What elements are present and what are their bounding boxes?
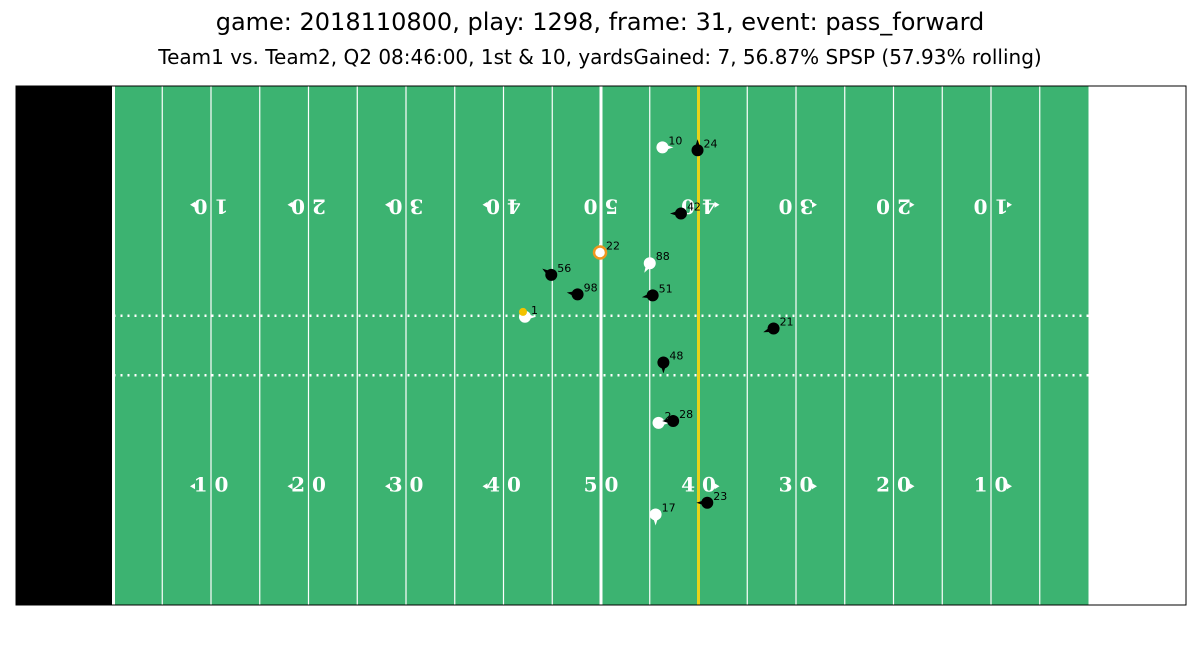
player-marker: [657, 356, 670, 369]
yard-number: 4 0: [486, 194, 521, 218]
yard-arrow: [812, 483, 817, 490]
player-label: 98: [584, 281, 598, 294]
player-label: 28: [679, 408, 693, 421]
yard-number: 1 0: [194, 194, 229, 218]
player-label: 48: [669, 350, 683, 363]
player-label: 23: [713, 490, 727, 503]
player-marker: [643, 257, 656, 270]
yard-arrow: [714, 201, 720, 208]
yard-number: 1 0: [974, 194, 1009, 218]
yard-number: 2 0: [876, 194, 911, 218]
yard-arrow: [287, 201, 293, 208]
yard-arrow: [909, 483, 915, 490]
player-label: 42: [687, 201, 701, 214]
end-zone-left: [16, 86, 114, 605]
player-marker: [674, 207, 687, 220]
player-label: 22: [606, 240, 620, 253]
yard-number: 2 0: [876, 473, 911, 497]
player-label: 56: [557, 262, 571, 275]
player-marker: [691, 144, 704, 157]
yard-arrow: [385, 483, 390, 490]
player-label: 51: [659, 282, 673, 295]
yard-arrow: [287, 483, 293, 490]
player-label: 10: [668, 134, 682, 147]
player-marker: [545, 268, 558, 281]
player-label: 2: [665, 410, 672, 423]
yard-arrow: [1007, 201, 1012, 208]
yard-number: 3 0: [779, 194, 814, 218]
player-marker: [656, 141, 669, 154]
player-marker: [701, 496, 714, 509]
player-marker: [649, 508, 662, 521]
yard-number: 1 0: [194, 473, 229, 497]
yard-arrow: [812, 201, 817, 208]
yard-number: 3 0: [389, 473, 424, 497]
player-marker: [652, 416, 665, 429]
yard-arrow: [482, 483, 488, 490]
yard-arrow: [482, 201, 488, 208]
player-label: 17: [662, 501, 676, 514]
yard-number: 3 0: [389, 194, 424, 218]
yard-number: 4 0: [486, 473, 521, 497]
yard-number: 2 0: [291, 473, 326, 497]
plot-frame: [15, 85, 1187, 606]
yard-arrow: [909, 201, 915, 208]
player-label: 1: [531, 304, 538, 317]
yard-number: 5 0: [584, 473, 619, 497]
yard-arrow: [385, 201, 390, 208]
player-label: 88: [656, 250, 670, 263]
chart-title: game: 2018110800, play: 1298, frame: 31,…: [215, 8, 985, 36]
player-marker: [767, 322, 780, 335]
player-label: 24: [704, 137, 718, 150]
yard-number: 2 0: [291, 194, 326, 218]
player-label: 21: [780, 315, 794, 328]
yard-number: 3 0: [779, 473, 814, 497]
yard-number: 1 0: [974, 473, 1009, 497]
player-marker: [592, 245, 608, 260]
yard-number: 5 0: [584, 194, 619, 218]
player-marker: [667, 414, 680, 427]
yard-arrow: [190, 483, 195, 490]
player-marker: [646, 289, 659, 302]
yard-arrow: [714, 483, 720, 490]
chart-subtitle: Team1 vs. Team2, Q2 08:46:00, 1st & 10, …: [158, 45, 1042, 69]
player-marker: [571, 288, 584, 301]
yard-arrow: [1007, 483, 1012, 490]
ball-marker: [519, 307, 527, 316]
yard-arrow: [190, 201, 195, 208]
